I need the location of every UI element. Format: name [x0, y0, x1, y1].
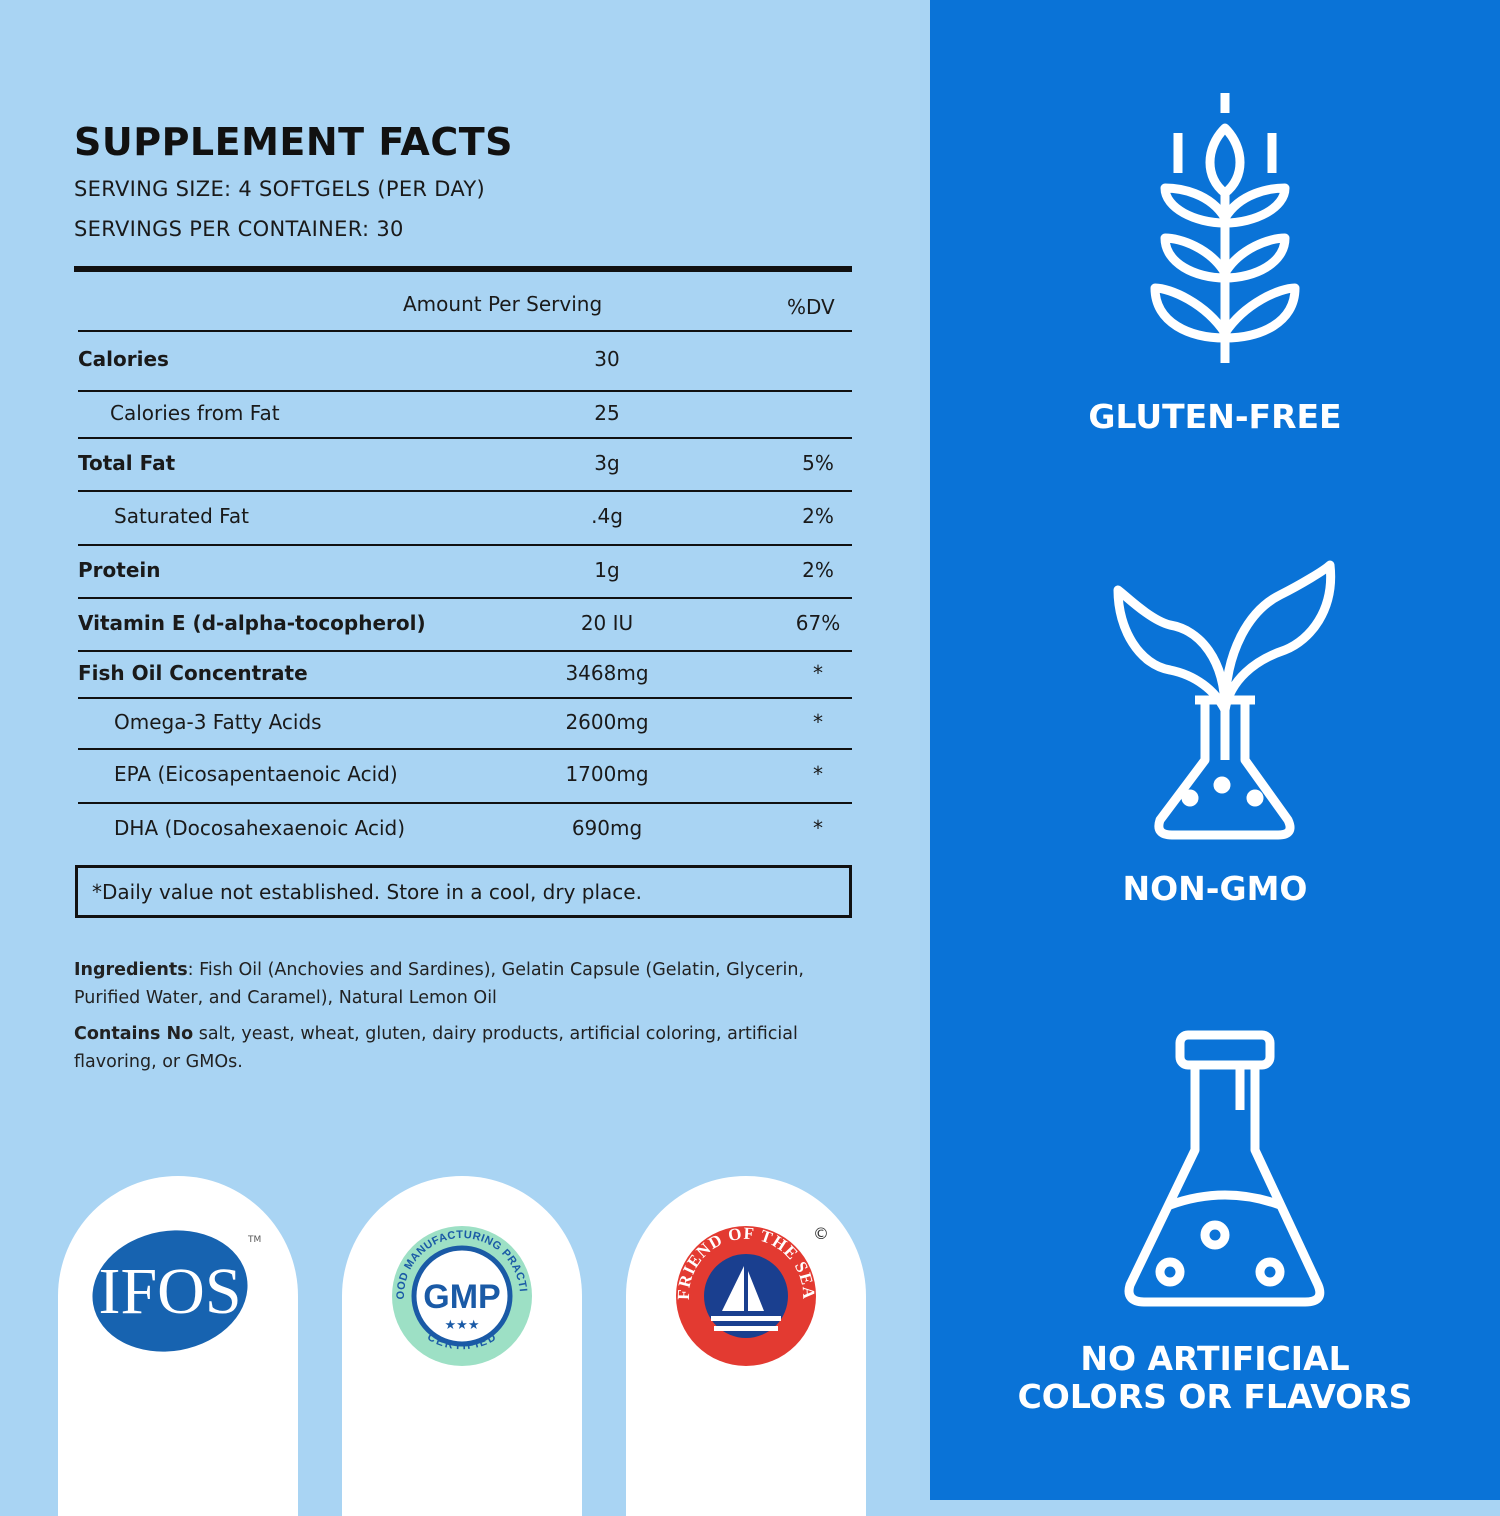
gmp-name: GMP: [423, 1278, 500, 1316]
row-dv: *: [813, 815, 823, 840]
row-name: Omega-3 Fatty Acids: [114, 709, 322, 734]
row-name: Total Fat: [78, 450, 176, 475]
thick-divider: [74, 266, 852, 272]
row-dv: 2%: [802, 504, 834, 528]
row-dv: *: [813, 709, 823, 734]
no-artificial-line1: NO ARTIFICIAL: [1080, 1339, 1350, 1378]
non-gmo-label: NON-GMO: [1122, 869, 1308, 908]
row-amount: 1g: [594, 557, 620, 582]
row-divider: [78, 802, 852, 804]
row-divider: [78, 697, 852, 699]
gluten-free-label: GLUTEN-FREE: [1088, 397, 1342, 436]
plant-flask-icon: [1113, 560, 1336, 840]
row-amount: 3468mg: [565, 660, 649, 685]
row-name: Protein: [78, 557, 161, 582]
row-dv: 2%: [802, 557, 834, 582]
row-name: EPA (Eicosapentaenoic Acid): [114, 762, 398, 786]
row-name: Fish Oil Concentrate: [78, 660, 308, 685]
row-name: Calories: [78, 347, 169, 371]
row-amount: 2600mg: [565, 709, 649, 734]
row-name: DHA (Docosahexaenoic Acid): [114, 815, 406, 840]
footnote: *Daily value not established. Store in a…: [75, 865, 852, 918]
row-divider: [78, 544, 852, 546]
ifos-logo: IFOS TM: [92, 1230, 261, 1352]
row-dv: 5%: [802, 450, 834, 475]
row-amount: 690mg: [571, 815, 643, 840]
supplement-facts-panel: SUPPLEMENT FACTS SERVING SIZE: 4 SOFTGEL…: [58, 120, 866, 1516]
ifos-name: IFOS: [98, 1255, 241, 1328]
servings-per-container: SERVINGS PER CONTAINER: 30: [74, 217, 404, 241]
friend-of-the-sea-card: FRIEND OF THE SEA ©: [626, 1176, 866, 1516]
row-amount: .4g: [591, 504, 623, 528]
no-artificial-label: NO ARTIFICIAL COLORS OR FLAVORS: [930, 1340, 1500, 1416]
row-amount: 3g: [594, 450, 620, 475]
ingredients: Ingredients: Fish Oil (Anchovies and Sar…: [74, 956, 864, 1012]
contains-no-label: Contains No: [74, 1024, 194, 1044]
amount-header: Amount Per Serving: [403, 292, 603, 316]
friend-of-the-sea-copyright: ©: [813, 1224, 829, 1243]
row-divider: [78, 490, 852, 492]
ifos-card: IFOS TM: [58, 1176, 298, 1516]
friend-of-the-sea-logo: FRIEND OF THE SEA ©: [674, 1224, 829, 1366]
gmp-stars: ★★★: [445, 1318, 480, 1333]
row-name: Saturated Fat: [114, 504, 249, 528]
row-divider: [78, 390, 852, 392]
row-divider: [78, 330, 852, 332]
row-dv: *: [813, 660, 823, 685]
contains-no-text: salt, yeast, wheat, gluten, dairy produc…: [74, 1024, 798, 1072]
wheat-icon: [1150, 93, 1300, 363]
row-divider: [78, 597, 852, 599]
contains-no: Contains No salt, yeast, wheat, gluten, …: [74, 1020, 864, 1076]
row-divider: [78, 748, 852, 750]
flask-icon: [1124, 1030, 1325, 1307]
row-amount: 20 IU: [580, 610, 634, 635]
no-artificial-line2: COLORS OR FLAVORS: [1017, 1377, 1413, 1416]
row-divider: [78, 650, 852, 652]
dv-header: %DV: [787, 295, 835, 319]
serving-size: SERVING SIZE: 4 SOFTGELS (PER DAY): [74, 177, 486, 201]
row-dv: *: [813, 762, 823, 786]
facts-title: SUPPLEMENT FACTS: [74, 120, 514, 164]
row-name: Calories from Fat: [110, 400, 280, 425]
feature-badges-panel: GLUTEN-FREE NON-GMO NO ARTIFICIAL COLORS …: [930, 0, 1500, 1500]
ingredients-text: : Fish Oil (Anchovies and Sardines), Gel…: [74, 960, 804, 1008]
row-amount: 1700mg: [565, 762, 649, 786]
ifos-trademark: TM: [247, 1235, 261, 1245]
row-amount: 30: [594, 347, 620, 371]
ingredients-label: Ingredients: [74, 960, 188, 980]
row-amount: 25: [594, 400, 620, 425]
row-dv: 67%: [795, 610, 841, 635]
row-divider: [78, 437, 852, 439]
row-name: Vitamin E (d-alpha-tocopherol): [78, 610, 426, 635]
